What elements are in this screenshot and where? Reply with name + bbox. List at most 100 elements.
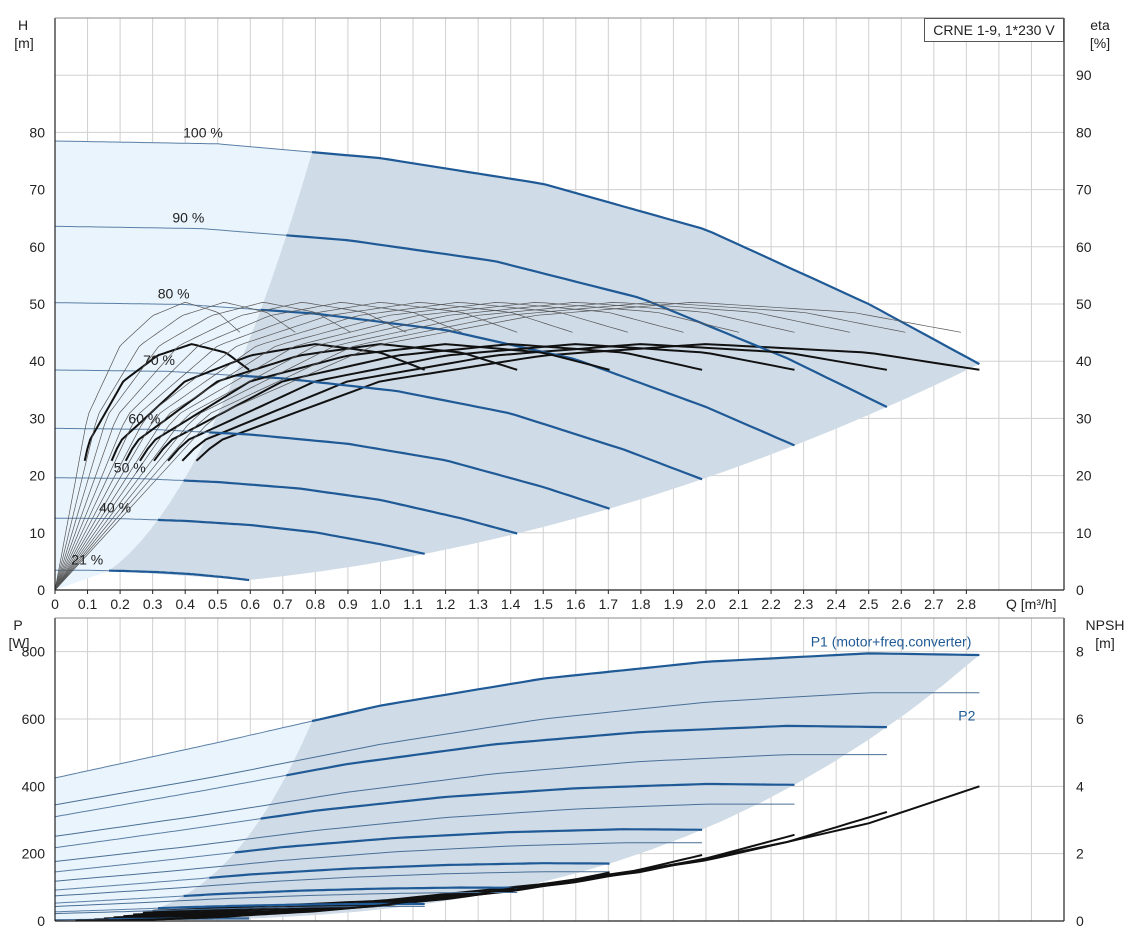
p1-curve [234, 828, 703, 854]
p1-label: P1 (motor+freq.converter) [811, 633, 972, 649]
y-tick-left: 10 [29, 525, 45, 541]
efficiency-curve-thin [54, 302, 684, 591]
axes-layer [54, 17, 1065, 922]
head-curve [157, 518, 425, 555]
x-tick-label: 2.2 [761, 596, 781, 612]
labels-layer: 100 %90 %80 %70 %60 %50 %40 %21 %0102030… [9, 17, 1125, 929]
y-tick-left: 30 [29, 410, 45, 426]
x-tick-label: 1.8 [631, 596, 651, 612]
y-tick-left: 40 [29, 353, 45, 369]
y-tick-right: 30 [1076, 410, 1092, 426]
x-tick-label: 2.3 [794, 596, 814, 612]
npsh-curve [75, 914, 250, 922]
x-tick-label: 2.6 [892, 596, 912, 612]
x-tick-label: 1.3 [468, 596, 488, 612]
y-axis-title-right: eta [1090, 17, 1110, 33]
efficiency-curve [83, 343, 250, 462]
p1-curve [311, 652, 980, 723]
efficiency-curve-thin [54, 302, 518, 591]
efficiency-curve-thin [54, 302, 407, 591]
p2-label: P2 [958, 708, 975, 724]
efficiency-curve [153, 343, 703, 462]
efficiency-curve-thin [54, 302, 795, 591]
y-tick-right: 0 [1076, 582, 1084, 598]
y-tick-right: 90 [1076, 67, 1092, 83]
x-tick-label: 0.9 [338, 596, 358, 612]
y-tick-left: 60 [29, 239, 45, 255]
y-tick-right: 0 [1076, 913, 1084, 929]
y-tick-left: 80 [29, 124, 45, 140]
head-curve-low-flow [54, 140, 313, 153]
x-tick-label: 1.4 [501, 596, 521, 612]
x-tick-label: 1.2 [436, 596, 456, 612]
p2-curve [54, 692, 980, 806]
head-curve [234, 374, 703, 481]
x-tick-label: 1.0 [371, 596, 391, 612]
x-tick-label: 0.6 [241, 596, 261, 612]
efficiency-curve [195, 343, 980, 462]
speed-label: 80 % [158, 285, 190, 301]
efficiency-curve-thin [54, 302, 961, 591]
efficiency-curve-thin [54, 302, 573, 591]
x-tick-label: 1.9 [664, 596, 684, 612]
x-tick-label: 1.5 [533, 596, 553, 612]
efficiency-curve-thin [54, 302, 906, 591]
x-tick-label: 0.4 [175, 596, 195, 612]
y-tick-right: 4 [1076, 778, 1084, 794]
efficiency-curve [110, 343, 426, 462]
head-curve-low-flow [54, 302, 261, 311]
y-tick-left: 0 [37, 582, 45, 598]
p1-curve [260, 782, 795, 820]
operating-area-layer [55, 140, 980, 921]
p2-curve [54, 803, 795, 862]
y-tick-right: 80 [1076, 124, 1092, 140]
efficiency-curve-thin [54, 302, 851, 591]
p1-curve-low-flow [54, 818, 261, 849]
x-tick-label: 2.0 [696, 596, 716, 612]
speed-label: 90 % [172, 209, 204, 225]
p1-curve [157, 902, 425, 910]
x-tick-label: 2.7 [924, 596, 944, 612]
y-tick-right: 10 [1076, 525, 1092, 541]
y-tick-right: 70 [1076, 182, 1092, 198]
efficiency-curve-thin [54, 302, 296, 591]
head-curve [109, 569, 250, 582]
efficiency-curve-thin [54, 302, 629, 591]
y-tick-right: 40 [1076, 353, 1092, 369]
p1-curve [209, 862, 610, 879]
head-curve [183, 479, 518, 535]
x-tick-label: 2.8 [957, 596, 977, 612]
p1-curve-low-flow [54, 877, 210, 891]
npsh-axis-title: NPSH [1086, 617, 1125, 633]
speed-label: 60 % [128, 410, 160, 426]
operating-area [108, 152, 980, 581]
p2-curve [54, 892, 518, 907]
x-tick-label: 0.7 [273, 596, 293, 612]
head-curve-low-flow [54, 477, 184, 481]
y-tick-left: 600 [22, 711, 46, 727]
power-axis-unit: [W] [9, 635, 30, 651]
p1-curve-low-flow [54, 720, 313, 779]
efficiency-curve-thin [54, 302, 740, 591]
y-tick-right: 2 [1076, 846, 1084, 862]
y-tick-left: 70 [29, 182, 45, 198]
x-axis-title: Q [m³/h] [1006, 596, 1057, 612]
x-tick-label: 1.6 [566, 596, 586, 612]
y-tick-left: 0 [37, 913, 45, 929]
x-tick-label: 0.3 [143, 596, 163, 612]
y-tick-right: 50 [1076, 296, 1092, 312]
efficiency-curve-thin [54, 302, 241, 591]
y-axis-title-left: H [18, 17, 28, 33]
model-label: CRNE 1-9, 1*230 V [924, 18, 1064, 42]
x-tick-label: 0.5 [208, 596, 228, 612]
power-operating-area [108, 653, 980, 920]
efficiency-curve-thin [54, 302, 462, 591]
x-tick-label: 0.8 [306, 596, 326, 612]
speed-label: 21 % [71, 551, 103, 567]
p1-curve-low-flow [54, 851, 236, 873]
speed-label: 40 % [99, 500, 131, 516]
efficiency-curve [167, 343, 795, 462]
p1-curve [183, 886, 518, 898]
p1-curve-low-flow [54, 774, 287, 818]
